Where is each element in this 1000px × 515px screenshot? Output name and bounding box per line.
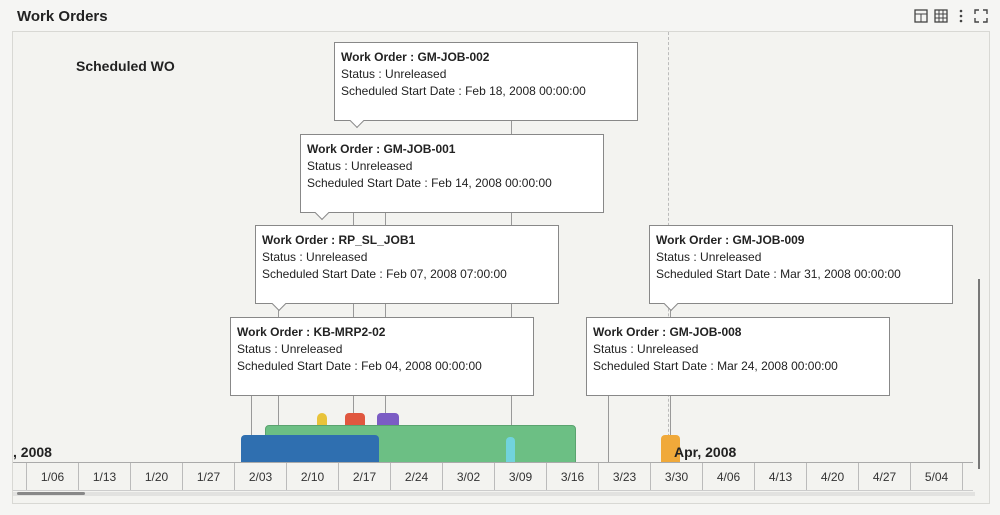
toolbar	[914, 9, 988, 23]
card-work-order: Work Order : KB-MRP2-02	[237, 325, 386, 339]
axis-tick: 3/23	[599, 463, 651, 490]
card-status: Status : Unreleased	[237, 342, 343, 356]
wo-bar-purple[interactable]	[377, 413, 399, 425]
axis-tick: 4/06	[703, 463, 755, 490]
card-date: Scheduled Start Date : Feb 04, 2008 00:0…	[237, 359, 482, 373]
wo-tooltip-card[interactable]: Work Order : GM-JOB-009 Status : Unrelea…	[649, 225, 953, 304]
grid-icon[interactable]	[934, 9, 948, 23]
wo-bar-red[interactable]	[345, 413, 365, 425]
axis-tick: 4/13	[755, 463, 807, 490]
axis-tick: 2/03	[235, 463, 287, 490]
wo-tooltip-card[interactable]: Work Order : GM-JOB-008 Status : Unrelea…	[586, 317, 890, 396]
card-work-order: Work Order : RP_SL_JOB1	[262, 233, 416, 247]
vertical-scroll-thumb[interactable]	[978, 279, 980, 469]
horizontal-scrollbar[interactable]	[13, 492, 975, 496]
axis-tick: 1/06	[27, 463, 79, 490]
wo-bar-orange[interactable]	[661, 435, 680, 462]
axis-tick-spacer	[13, 463, 27, 490]
card-status: Status : Unreleased	[307, 159, 413, 173]
card-status: Status : Unreleased	[262, 250, 368, 264]
card-date: Scheduled Start Date : Mar 31, 2008 00:0…	[656, 267, 901, 281]
layout-icon[interactable]	[914, 9, 928, 23]
card-date: Scheduled Start Date : Feb 18, 2008 00:0…	[341, 84, 586, 98]
axis-tick: 3/16	[547, 463, 599, 490]
card-work-order: Work Order : GM-JOB-008	[593, 325, 742, 339]
axis-tick: 1/13	[79, 463, 131, 490]
connector-line	[608, 382, 609, 462]
card-work-order: Work Order : GM-JOB-002	[341, 50, 490, 64]
connector-line	[251, 382, 252, 462]
axis-tick: 3/09	[495, 463, 547, 490]
panel-title: Work Orders	[17, 8, 108, 25]
wo-tooltip-card[interactable]: Work Order : RP_SL_JOB1 Status : Unrelea…	[255, 225, 559, 304]
card-date: Scheduled Start Date : Feb 07, 2008 07:0…	[262, 267, 507, 281]
right-date-label: Apr, 2008	[674, 444, 737, 460]
wo-tooltip-card[interactable]: Work Order : GM-JOB-001 Status : Unrelea…	[300, 134, 604, 213]
card-date: Scheduled Start Date : Mar 24, 2008 00:0…	[593, 359, 838, 373]
axis-tick: 2/17	[339, 463, 391, 490]
card-work-order: Work Order : GM-JOB-001	[307, 142, 456, 156]
card-date: Scheduled Start Date : Feb 14, 2008 00:0…	[307, 176, 552, 190]
wo-tooltip-card[interactable]: Work Order : KB-MRP2-02 Status : Unrelea…	[230, 317, 534, 396]
axis-tick: 3/02	[443, 463, 495, 490]
axis-tick: 4/27	[859, 463, 911, 490]
card-status: Status : Unreleased	[656, 250, 762, 264]
wo-bar-blue[interactable]	[241, 435, 379, 462]
wo-bar-yellow[interactable]	[317, 413, 327, 425]
axis-tick: 1/27	[183, 463, 235, 490]
wo-bar-cyan[interactable]	[506, 437, 515, 462]
left-date-label: , 2008	[13, 444, 52, 460]
more-icon[interactable]	[954, 9, 968, 23]
axis-tick: 1/20	[131, 463, 183, 490]
timeline-chart[interactable]: Scheduled WO , 2008 Apr, 2008 Work Order…	[12, 31, 990, 504]
axis-tick: 3/30	[651, 463, 703, 490]
axis-tick: 5/04	[911, 463, 963, 490]
axis-tick: 2/24	[391, 463, 443, 490]
card-status: Status : Unreleased	[341, 67, 447, 81]
horizontal-scroll-thumb[interactable]	[17, 492, 85, 495]
fullscreen-icon[interactable]	[974, 9, 988, 23]
axis-tick: 4/20	[807, 463, 859, 490]
axis-tick: 2/10	[287, 463, 339, 490]
card-work-order: Work Order : GM-JOB-009	[656, 233, 805, 247]
date-axis: 1/06 1/13 1/20 1/27 2/03 2/10 2/17 2/24 …	[13, 462, 973, 491]
row-label: Scheduled WO	[76, 58, 175, 74]
card-status: Status : Unreleased	[593, 342, 699, 356]
wo-tooltip-card[interactable]: Work Order : GM-JOB-002 Status : Unrelea…	[334, 42, 638, 121]
